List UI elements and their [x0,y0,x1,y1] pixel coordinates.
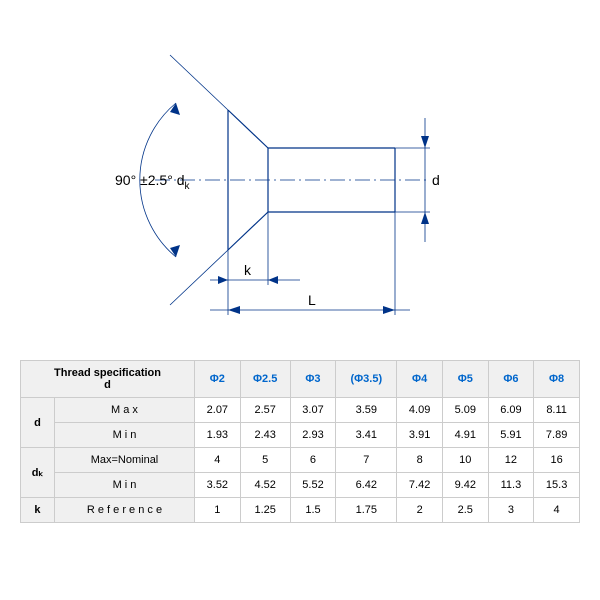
cell-0-1-3: 3.41 [336,423,397,448]
cell-1-1-3: 6.42 [336,473,397,498]
col-5: Φ5 [442,361,488,398]
L-label: L [308,292,316,308]
cell-1-1-1: 4.52 [240,473,290,498]
cell-2-0-6: 3 [488,498,534,523]
cell-2-0-1: 1.25 [240,498,290,523]
cell-0-0-4: 4.09 [397,398,443,423]
rowlabel-0-0: M a x [54,398,194,423]
col-3: (Φ3.5) [336,361,397,398]
cell-1-0-7: 16 [534,448,580,473]
rowlabel-2-0: R e f e r e n c e [54,498,194,523]
cell-0-1-1: 2.43 [240,423,290,448]
cell-0-0-1: 2.57 [240,398,290,423]
col-2: Φ3 [290,361,336,398]
cell-2-0-0: 1 [195,498,241,523]
cell-2-0-5: 2.5 [442,498,488,523]
cell-0-1-0: 1.93 [195,423,241,448]
cell-2-0-2: 1.5 [290,498,336,523]
col-4: Φ4 [397,361,443,398]
cell-1-0-6: 12 [488,448,534,473]
cell-2-0-3: 1.75 [336,498,397,523]
group-0: d [21,398,55,448]
cell-0-1-5: 4.91 [442,423,488,448]
cell-1-1-2: 5.52 [290,473,336,498]
cell-1-1-4: 7.42 [397,473,443,498]
cell-1-1-0: 3.52 [195,473,241,498]
diagram-area: 90° ±2.5° dk d k L [0,0,600,360]
rowlabel-0-1: M i n [54,423,194,448]
group-1: dₖ [21,448,55,498]
cell-1-0-4: 8 [397,448,443,473]
cell-0-0-7: 8.11 [534,398,580,423]
rowlabel-1-0: Max=Nominal [54,448,194,473]
cell-0-0-0: 2.07 [195,398,241,423]
cell-1-1-5: 9.42 [442,473,488,498]
col-1: Φ2.5 [240,361,290,398]
cell-0-0-3: 3.59 [336,398,397,423]
cell-0-1-4: 3.91 [397,423,443,448]
cell-1-0-5: 10 [442,448,488,473]
cell-0-1-7: 7.89 [534,423,580,448]
cell-1-0-3: 7 [336,448,397,473]
d-label: d [432,172,440,188]
cell-0-0-6: 6.09 [488,398,534,423]
col-0: Φ2 [195,361,241,398]
cell-1-0-0: 4 [195,448,241,473]
col-6: Φ6 [488,361,534,398]
cell-0-1-2: 2.93 [290,423,336,448]
k-label: k [244,262,252,278]
cell-1-0-2: 6 [290,448,336,473]
group-2: k [21,498,55,523]
cell-1-1-6: 11.3 [488,473,534,498]
cell-1-0-1: 5 [240,448,290,473]
cell-0-0-2: 3.07 [290,398,336,423]
rivet-diagram: 90° ±2.5° dk d k L [0,0,600,360]
cell-2-0-4: 2 [397,498,443,523]
angle-label: 90° ±2.5° dk [115,172,190,192]
spec-table: Thread specification dΦ2Φ2.5Φ3(Φ3.5)Φ4Φ5… [20,360,580,523]
thread-header: Thread specification d [21,361,195,398]
cell-1-1-7: 15.3 [534,473,580,498]
col-7: Φ8 [534,361,580,398]
cell-0-0-5: 5.09 [442,398,488,423]
cell-2-0-7: 4 [534,498,580,523]
rowlabel-1-1: M i n [54,473,194,498]
cell-0-1-6: 5.91 [488,423,534,448]
